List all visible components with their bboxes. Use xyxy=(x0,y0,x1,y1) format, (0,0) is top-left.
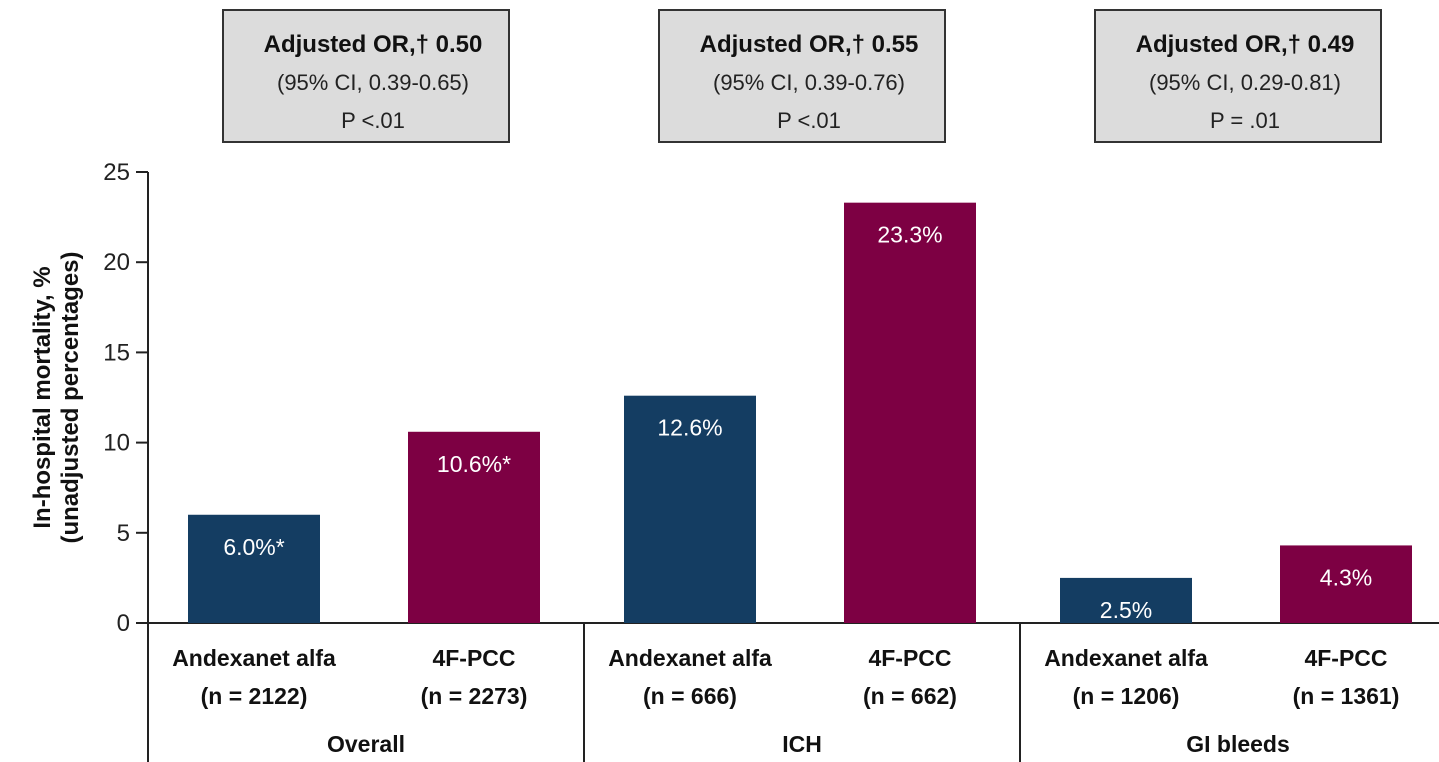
annotation-box xyxy=(1094,9,1382,143)
category-n-label: (n = 1361) xyxy=(1293,683,1400,709)
bar-value-label: 10.6%* xyxy=(437,451,511,477)
y-axis-title: In-hospital mortality, %(unadjusted perc… xyxy=(29,251,84,543)
bar-pcc xyxy=(844,202,976,623)
group-label: ICH xyxy=(782,731,822,757)
bar-pcc xyxy=(408,431,540,623)
group-label: Overall xyxy=(327,731,405,757)
annotation-title: Adjusted OR,† 0.49 xyxy=(1136,31,1355,58)
bar-value-label: 23.3% xyxy=(877,222,942,248)
annotation-box xyxy=(658,9,946,143)
category-label: Andexanet alfa xyxy=(1044,645,1208,671)
bar-value-label: 6.0%* xyxy=(223,534,284,560)
annotation-title: Adjusted OR,† 0.50 xyxy=(264,31,483,58)
bar-value-label: 12.6% xyxy=(657,415,722,441)
category-n-label: (n = 666) xyxy=(643,683,737,709)
bar-value-label: 4.3% xyxy=(1320,564,1372,590)
annotation-title: Adjusted OR,† 0.55 xyxy=(700,31,919,58)
y-tick-label: 15 xyxy=(103,339,130,366)
bar-andexanet xyxy=(1060,577,1192,623)
category-n-label: (n = 662) xyxy=(863,683,957,709)
y-tick-label: 5 xyxy=(117,520,130,547)
annotation-box xyxy=(222,9,510,143)
category-label: 4F-PCC xyxy=(432,645,515,671)
annotation-p: P <.01 xyxy=(777,108,841,133)
category-label: Andexanet alfa xyxy=(172,645,336,671)
annotation-ci: (95% CI, 0.39-0.76) xyxy=(713,70,905,95)
category-label: 4F-PCC xyxy=(1304,645,1387,671)
annotation-p: P <.01 xyxy=(341,108,405,133)
bar-andexanet xyxy=(624,395,756,623)
y-tick-label: 25 xyxy=(103,159,130,186)
bar-andexanet xyxy=(188,514,320,623)
y-axis-title-line: In-hospital mortality, % xyxy=(29,266,56,528)
y-axis-title-line: (unadjusted percentages) xyxy=(57,251,84,543)
bar-pcc xyxy=(1280,545,1412,623)
category-n-label: (n = 2122) xyxy=(201,683,308,709)
group-label: GI bleeds xyxy=(1186,731,1290,757)
category-n-label: (n = 1206) xyxy=(1073,683,1180,709)
annotation-p: P = .01 xyxy=(1210,108,1280,133)
bar-value-label: 2.5% xyxy=(1100,597,1152,623)
y-tick-label: 20 xyxy=(103,249,130,276)
annotation-ci: (95% CI, 0.39-0.65) xyxy=(277,70,469,95)
y-tick-label: 10 xyxy=(103,430,130,457)
category-n-label: (n = 2273) xyxy=(421,683,528,709)
y-tick-label: 0 xyxy=(117,610,130,637)
category-label: 4F-PCC xyxy=(868,645,951,671)
category-label: Andexanet alfa xyxy=(608,645,772,671)
annotation-ci: (95% CI, 0.29-0.81) xyxy=(1149,70,1341,95)
